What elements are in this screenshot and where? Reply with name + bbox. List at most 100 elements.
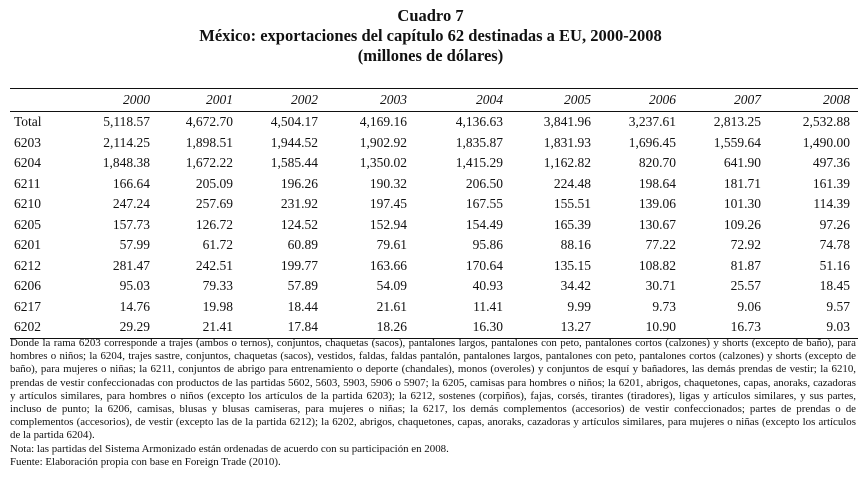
value-cell: 257.69: [195, 196, 233, 212]
value-cell: 231.92: [280, 196, 318, 212]
value-cell: 18.45: [819, 278, 850, 294]
row-label: 6212: [14, 257, 41, 273]
value-cell: 77.22: [645, 237, 676, 253]
value-cell: 9.57: [826, 298, 850, 314]
value-cell: 1,162.82: [543, 155, 591, 171]
row-label: 6202: [14, 319, 41, 335]
value-cell: 10.90: [645, 319, 676, 335]
value-cell: 29.29: [119, 319, 150, 335]
value-cell: 154.49: [465, 216, 503, 232]
value-cell: 247.24: [112, 196, 150, 212]
value-cell: 242.51: [195, 257, 233, 273]
table-title: México: exportaciones del capítulo 62 de…: [199, 26, 662, 45]
table-row: 6212 281.47 242.51 199.77 163.66 170.64 135.15…: [10, 256, 858, 277]
year-header: 2002: [291, 92, 318, 107]
value-cell: 224.48: [553, 175, 591, 191]
year-header: 2001: [206, 92, 233, 107]
row-label: 6205: [14, 216, 41, 232]
value-cell: 9.06: [737, 298, 761, 314]
value-cell: 60.89: [287, 237, 318, 253]
table-row: 6206 95.03 79.33 57.89 54.09 40.93 34.42 30.71 2…: [10, 276, 858, 297]
value-cell: 19.98: [202, 298, 233, 314]
value-cell: 157.73: [112, 216, 150, 232]
value-cell: 1,672.22: [185, 155, 233, 171]
table-row: Total 5,118.57 4,672.70 4,504.17 4,169.16 4,1…: [10, 112, 858, 133]
table-row: 6205 157.73 126.72 124.52 152.94 154.49 165.39…: [10, 215, 858, 236]
value-cell: 1,835.87: [455, 134, 503, 150]
value-cell: 9.03: [826, 319, 850, 335]
value-cell: 9.99: [567, 298, 591, 314]
value-cell: 1,902.92: [359, 134, 407, 150]
value-cell: 167.55: [465, 196, 503, 212]
value-cell: 3,237.61: [628, 114, 676, 130]
value-cell: 1,848.38: [102, 155, 150, 171]
year-header: 2004: [476, 92, 503, 107]
year-header: 2005: [564, 92, 591, 107]
value-cell: 109.26: [723, 216, 761, 232]
value-cell: 17.84: [287, 319, 318, 335]
table-row: 6201 57.99 61.72 60.89 79.61 95.86 88.16 77.22 7…: [10, 235, 858, 256]
value-cell: 4,672.70: [185, 114, 233, 130]
notes-fuente: Fuente: Elaboración propia con base en F…: [10, 455, 281, 468]
value-cell: 97.26: [819, 216, 850, 232]
value-cell: 130.67: [638, 216, 676, 232]
value-cell: 54.09: [376, 278, 407, 294]
row-label: 6204: [14, 155, 41, 171]
value-cell: 1,490.00: [802, 134, 850, 150]
year-header: 2000: [123, 92, 150, 107]
year-header: 2006: [649, 92, 676, 107]
value-cell: 101.30: [723, 196, 761, 212]
value-cell: 61.72: [202, 237, 233, 253]
value-cell: 72.92: [730, 237, 761, 253]
value-cell: 2,532.88: [802, 114, 850, 130]
table-notes: Donde la rama 6203 corresponde a trajes …: [10, 337, 856, 469]
value-cell: 497.36: [812, 155, 850, 171]
year-header: 2008: [823, 92, 850, 107]
value-cell: 2,813.25: [713, 114, 761, 130]
value-cell: 135.15: [553, 257, 591, 273]
value-cell: 4,169.16: [359, 114, 407, 130]
value-cell: 16.30: [472, 319, 503, 335]
value-cell: 1,831.93: [543, 134, 591, 150]
table-row: 6211 166.64 205.09 196.26 190.32 206.50 224.48…: [10, 174, 858, 195]
value-cell: 11.41: [473, 298, 503, 314]
value-cell: 155.51: [553, 196, 591, 212]
value-cell: 79.33: [202, 278, 233, 294]
value-cell: 1,350.02: [359, 155, 407, 171]
table-body: Total 5,118.57 4,672.70 4,504.17 4,169.16 4,1…: [10, 112, 858, 338]
row-label: 6201: [14, 237, 41, 253]
value-cell: 4,504.17: [270, 114, 318, 130]
row-label: 6210: [14, 196, 41, 212]
value-cell: 14.76: [119, 298, 150, 314]
value-cell: 4,136.63: [455, 114, 503, 130]
table-row: 6217 14.76 19.98 18.44 21.61 11.41 9.99 9.73 9.0…: [10, 297, 858, 318]
value-cell: 197.45: [369, 196, 407, 212]
value-cell: 21.61: [376, 298, 407, 314]
value-cell: 1,944.52: [270, 134, 318, 150]
value-cell: 163.66: [369, 257, 407, 273]
value-cell: 81.87: [730, 257, 761, 273]
value-cell: 206.50: [465, 175, 503, 191]
value-cell: 79.61: [376, 237, 407, 253]
value-cell: 205.09: [195, 175, 233, 191]
value-cell: 139.06: [638, 196, 676, 212]
value-cell: 152.94: [369, 216, 407, 232]
value-cell: 13.27: [560, 319, 591, 335]
value-cell: 190.32: [369, 175, 407, 191]
table-row: 6204 1,848.38 1,672.22 1,585.44 1,350.02 1,41…: [10, 153, 858, 174]
value-cell: 95.86: [472, 237, 503, 253]
value-cell: 820.70: [638, 155, 676, 171]
value-cell: 16.73: [730, 319, 761, 335]
year-header: 2007: [734, 92, 761, 107]
value-cell: 2,114.25: [103, 134, 150, 150]
value-cell: 51.16: [819, 257, 850, 273]
value-cell: 21.41: [202, 319, 233, 335]
table-number: Cuadro 7: [397, 6, 464, 25]
value-cell: 57.99: [119, 237, 150, 253]
value-cell: 95.03: [119, 278, 150, 294]
corner-cell: [10, 89, 66, 112]
row-label: 6211: [14, 175, 41, 191]
value-cell: 30.71: [645, 278, 676, 294]
value-cell: 165.39: [553, 216, 591, 232]
